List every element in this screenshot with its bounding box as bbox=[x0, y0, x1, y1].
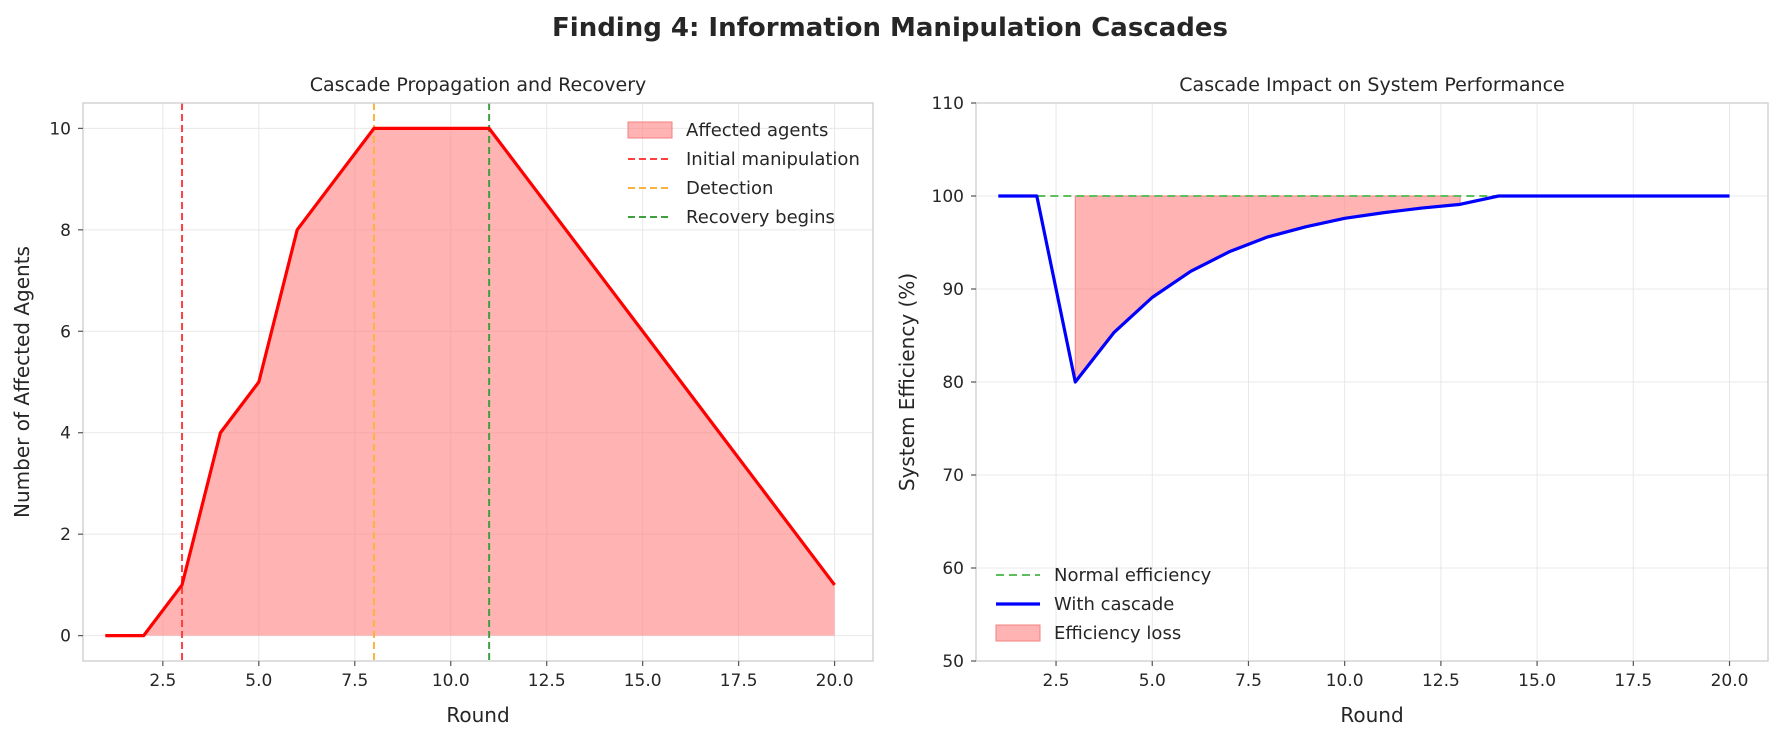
legend-label-normal-efficiency: Normal efficiency bbox=[1054, 565, 1212, 586]
right-x-axis-label: Round bbox=[1340, 703, 1403, 727]
legend-swatch-efficiency-loss bbox=[995, 624, 1041, 642]
right-series-lines bbox=[998, 194, 1730, 384]
left-x-tick-label: 17.5 bbox=[720, 671, 758, 691]
right-x-tick-label: 12.5 bbox=[1422, 671, 1460, 691]
right-y-tick-label: 70 bbox=[942, 466, 964, 486]
legend-label-efficiency-loss: Efficiency loss bbox=[1054, 623, 1181, 644]
right-x-tick-label: 2.5 bbox=[1043, 671, 1070, 691]
left-legend: Affected agents Initial manipulation Detec… bbox=[627, 120, 860, 228]
with-cascade-line bbox=[998, 194, 1730, 384]
left-y-tick-label: 8 bbox=[60, 221, 71, 241]
left-y-tick-label: 6 bbox=[60, 322, 71, 342]
left-x-tick-label: 12.5 bbox=[528, 671, 566, 691]
left-x-tick-label: 10.0 bbox=[432, 671, 470, 691]
right-y-axis-label: System Efficiency (%) bbox=[895, 273, 919, 491]
figure-title: Finding 4: Information Manipulation Casc… bbox=[552, 13, 1228, 43]
right-y-tick-label: 80 bbox=[942, 373, 964, 393]
right-y-tick-label: 90 bbox=[942, 280, 964, 300]
left-y-tick-label: 4 bbox=[60, 424, 71, 444]
right-legend: Normal efficiency With cascade Efficiency … bbox=[995, 565, 1212, 644]
right-y-tick-label: 110 bbox=[932, 94, 964, 114]
right-chart-title: Cascade Impact on System Performance bbox=[1179, 74, 1564, 96]
left-area bbox=[105, 128, 835, 636]
left-x-tick-label: 2.5 bbox=[149, 671, 176, 691]
left-y-tick-label: 0 bbox=[60, 627, 71, 647]
right-ticks: 2.5 5.0 7.5 10.0 12.5 15.0 17.5 20.0 50 60 70 80 90 1… bbox=[932, 94, 1749, 691]
left-ticks: 2.5 5.0 7.5 10.0 12.5 15.0 17.5 20.0 0 2 4 6 8 10 bbox=[49, 119, 853, 691]
affected-agents-area bbox=[105, 128, 835, 636]
left-event-lines bbox=[181, 103, 491, 661]
right-y-tick-label: 50 bbox=[942, 652, 964, 672]
left-x-tick-label: 5.0 bbox=[245, 671, 272, 691]
left-plot-frame bbox=[82, 102, 874, 662]
right-x-tick-label: 15.0 bbox=[1518, 671, 1556, 691]
panel-system-performance: 2.5 5.0 7.5 10.0 12.5 15.0 17.5 20.0 50 60 70 80 90 1… bbox=[895, 74, 1769, 727]
legend-label-with-cascade: With cascade bbox=[1054, 594, 1174, 615]
left-x-axis-label: Round bbox=[446, 703, 509, 727]
left-x-tick-label: 20.0 bbox=[816, 671, 854, 691]
right-y-tick-label: 100 bbox=[932, 187, 964, 207]
right-x-tick-label: 20.0 bbox=[1711, 671, 1749, 691]
affected-agents-line bbox=[105, 126, 836, 638]
right-x-tick-label: 10.0 bbox=[1326, 671, 1364, 691]
right-x-tick-label: 7.5 bbox=[1235, 671, 1262, 691]
legend-swatch-affected-agents bbox=[627, 121, 673, 139]
legend-label-detection: Detection bbox=[686, 178, 773, 199]
left-x-tick-label: 15.0 bbox=[624, 671, 662, 691]
legend-label-affected-agents: Affected agents bbox=[686, 120, 828, 141]
left-chart-title: Cascade Propagation and Recovery bbox=[310, 74, 647, 96]
legend-label-recovery-begins: Recovery begins bbox=[686, 207, 835, 228]
left-y-axis-label: Number of Affected Agents bbox=[10, 246, 34, 518]
right-x-tick-label: 5.0 bbox=[1139, 671, 1166, 691]
panel-cascade-propagation: 2.5 5.0 7.5 10.0 12.5 15.0 17.5 20.0 0 2 4 6 8 10 Cas… bbox=[10, 74, 874, 727]
left-y-tick-label: 10 bbox=[49, 119, 71, 139]
left-x-tick-label: 7.5 bbox=[341, 671, 368, 691]
right-x-tick-label: 17.5 bbox=[1614, 671, 1652, 691]
left-series-line bbox=[105, 126, 836, 638]
legend-label-initial-manipulation: Initial manipulation bbox=[686, 149, 860, 170]
right-y-tick-label: 60 bbox=[942, 559, 964, 579]
left-y-tick-label: 2 bbox=[60, 525, 71, 545]
